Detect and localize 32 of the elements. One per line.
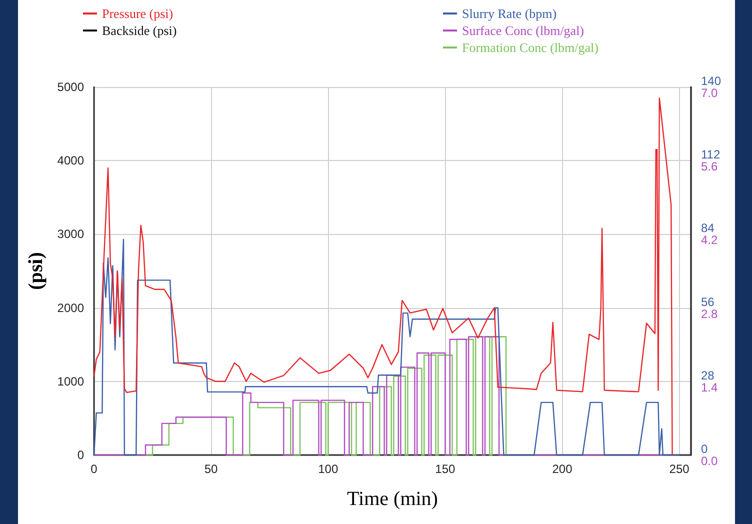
- y3-tick-label: 0.0: [701, 454, 718, 468]
- y-tick-label: 1000: [57, 374, 84, 388]
- x-tick-label: 0: [90, 462, 98, 476]
- y-tick-label: 4000: [57, 154, 84, 168]
- y3-tick-label: 7.0: [701, 86, 718, 100]
- legend-label: Formation Conc (lbm/gal): [462, 40, 598, 55]
- y2-tick-label: 28: [701, 368, 715, 382]
- y3-tick-label: 2.8: [701, 306, 718, 321]
- x-tick-label: 150: [435, 462, 456, 476]
- legend-label: Pressure (psi): [102, 6, 174, 21]
- y3-tick-label: 5.6: [701, 160, 718, 174]
- y2-tick-label: 84: [701, 221, 715, 236]
- line-series: [93, 97, 673, 456]
- y3-tick-label: 4.2: [701, 233, 718, 248]
- x-tick-label: 200: [552, 462, 573, 476]
- y-tick-label: 0: [77, 448, 84, 462]
- y-tick-label: 3000: [57, 227, 84, 242]
- x-tick-label: 250: [669, 462, 690, 476]
- legend-label: Slurry Rate (bpm): [462, 6, 557, 21]
- y-tick-label: 5000: [57, 80, 84, 94]
- legend-label: Surface Conc (lbm/gal): [462, 23, 584, 38]
- y2-tick-label: 0: [701, 442, 708, 456]
- y-axis-title: (psi): [25, 252, 47, 290]
- y2-tick-label: 140: [701, 74, 722, 88]
- y3-tick-label: 1.4: [701, 380, 718, 394]
- x-tick-label: 100: [318, 462, 338, 476]
- y-tick-label: 2000: [57, 300, 84, 315]
- x-axis-title: Time (min): [347, 488, 438, 510]
- y2-tick-label: 112: [701, 148, 720, 162]
- legend-label: Backside (psi): [102, 23, 177, 38]
- x-tick-label: 50: [204, 462, 218, 476]
- y2-tick-label: 56: [701, 294, 715, 309]
